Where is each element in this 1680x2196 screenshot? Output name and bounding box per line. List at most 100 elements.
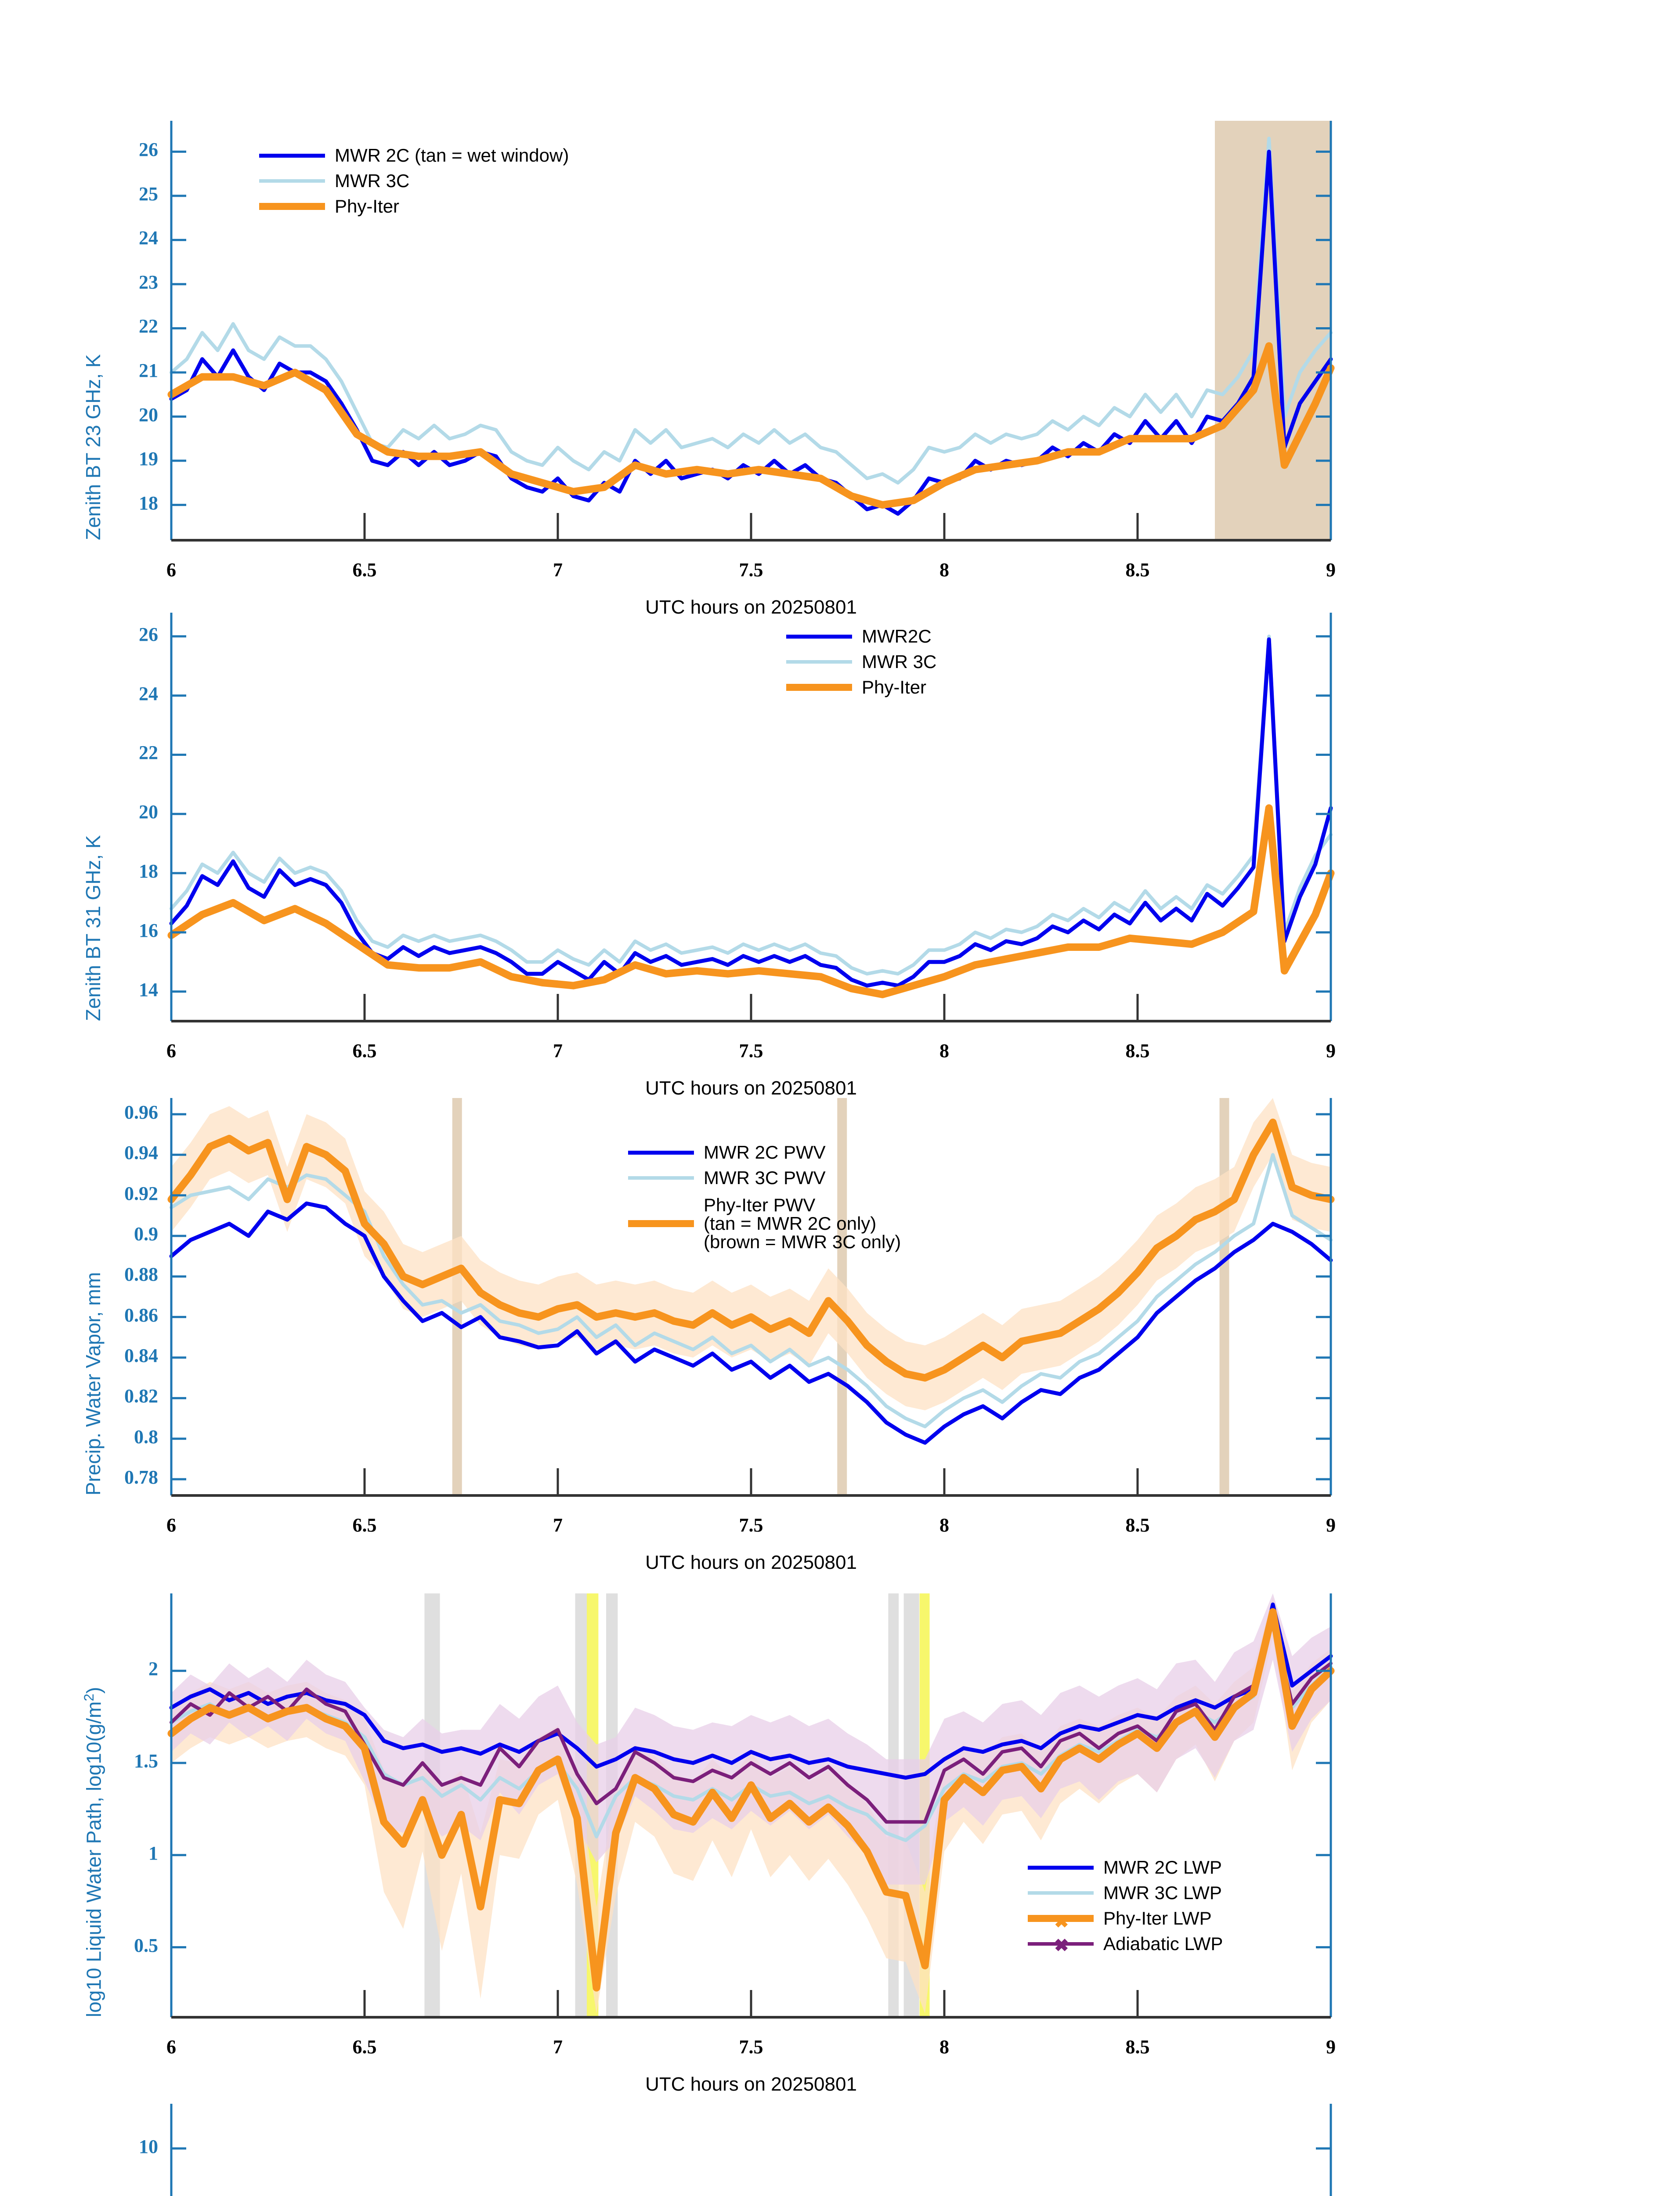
legend-item: MWR 3C (259, 168, 569, 194)
panel-bt31-xaxis-title: UTC hours on 20250801 (645, 1077, 857, 1099)
legend-item: Phy-Iter PWV (tan = MWR 2C only) (brown … (628, 1191, 901, 1257)
panel-lwp-legend: MWR 2C LWP MWR 3C LWP ✖ Phy-Iter LWP ✖ Adiaba… (1028, 1855, 1223, 1957)
legend-color-swatch (259, 153, 325, 158)
panel-bt31-legend: MWR2C MWR 3C Phy-Iter (786, 624, 936, 700)
panel-bt31-xtick-label: 8 (939, 1040, 949, 1062)
legend-item: MWR 2C (tan = wet window) (259, 143, 569, 168)
legend-color-swatch (786, 660, 852, 664)
panel-bt23-xaxis-title: UTC hours on 20250801 (645, 596, 857, 618)
panel-pwv-xtick-label: 7 (553, 1514, 563, 1536)
panel-pwv-legend: MWR 2C PWV MWR 3C PWV Phy-Iter PWV (tan = … (628, 1140, 901, 1257)
legend-label: Phy-Iter PWV (tan = MWR 2C only) (brown … (704, 1195, 901, 1252)
legend-label: MWR 3C (335, 170, 410, 191)
legend-label: Phy-Iter LWP (1103, 1908, 1212, 1929)
legend-x-marker-icon: ✖ (1054, 1912, 1069, 1932)
panel-bt31-ytick-label: 26 (139, 623, 158, 645)
panel-dqflag-ytick-label: 10 (139, 2135, 158, 2157)
panel-bt31-ytick-label: 16 (139, 919, 158, 941)
legend-label: MWR 3C PWV (704, 1167, 826, 1188)
panel-pwv-ytick-label: 0.8 (134, 1426, 158, 1448)
legend-item: Phy-Iter (259, 194, 569, 219)
panel-bt31-xtick-label: 8.5 (1125, 1040, 1150, 1062)
panel-bt23-ytick-label: 24 (139, 227, 158, 249)
panel-lwp-xtick-label: 7 (553, 2036, 563, 2058)
panel-bt23-xtick-label: 9 (1326, 559, 1336, 581)
panel-bt31-xtick-label: 7.5 (739, 1040, 763, 1062)
panel-pwv-xtick-label: 6.5 (352, 1514, 377, 1536)
legend-label: MWR 2C (tan = wet window) (335, 145, 569, 166)
legend-item: MWR 2C PWV (628, 1140, 901, 1165)
panel-lwp-xtick-label: 7.5 (739, 2036, 763, 2058)
panel-lwp-ytick-label: 2 (148, 1658, 158, 1680)
panel-bt23-ytick-label: 25 (139, 183, 158, 205)
legend-color-swatch (786, 634, 852, 639)
legend-item: ✖ Adiabatic LWP (1028, 1931, 1223, 1957)
panel-pwv-ytick-label: 0.82 (124, 1385, 158, 1407)
panel-lwp-xtick-label: 6.5 (352, 2036, 377, 2058)
legend-label: Phy-Iter (862, 677, 927, 697)
panel-bt31-yaxis-title: Zenith BT 31 GHz, K (82, 835, 105, 1021)
panel-pwv-xtick-label: 7.5 (739, 1514, 763, 1536)
legend-color-swatch (259, 203, 325, 210)
panel-bt31-ytick-label: 22 (139, 742, 158, 764)
panel-bt23-ytick-label: 18 (139, 492, 158, 514)
panel-pwv-ytick-label: 0.88 (124, 1264, 158, 1286)
legend-label: MWR 2C LWP (1103, 1857, 1222, 1878)
legend-color-swatch (259, 179, 325, 183)
panel-pwv-ytick-label: 0.84 (124, 1345, 158, 1367)
panel-bt31-ytick-label: 24 (139, 683, 158, 704)
panel-bt23-ytick-label: 23 (139, 271, 158, 293)
panel-lwp-xtick-label: 6 (166, 2036, 176, 2058)
legend-item: Phy-Iter (786, 675, 936, 700)
panel-bt31-ytick-label: 18 (139, 860, 158, 882)
panel-bt31-xtick-label: 7 (553, 1040, 563, 1062)
legend-label: MWR 3C LWP (1103, 1882, 1222, 1903)
legend-x-marker-icon: ✖ (1054, 1936, 1069, 1955)
panel-bt31-ytick-label: 20 (139, 801, 158, 823)
panel-bt23-ytick-label: 19 (139, 448, 158, 470)
panel-lwp-ytick-label: 1 (148, 1842, 158, 1864)
panel-pwv-ytick-label: 0.96 (124, 1101, 158, 1123)
legend-item: MWR2C (786, 624, 936, 649)
panel-bt23-ytick-label: 26 (139, 139, 158, 161)
panel-pwv-ytick-label: 0.78 (124, 1466, 158, 1488)
panel-bt23-xtick-label: 6.5 (352, 559, 377, 581)
legend-color-swatch: ✖ (1028, 1913, 1094, 1931)
panel-bt23-ytick-label: 21 (139, 360, 158, 381)
panel-bt23-xtick-label: 7.5 (739, 559, 763, 581)
panel-lwp-xaxis-title: UTC hours on 20250801 (645, 2073, 857, 2095)
legend-color-swatch (628, 1150, 694, 1155)
panel-lwp-yaxis-title: log10 Liquid Water Path, log10(g/m2) (81, 1687, 105, 2017)
panel-bt23-ytick-label: 20 (139, 404, 158, 426)
legend-item: MWR 3C (786, 649, 936, 675)
panel-pwv-xtick-label: 8.5 (1125, 1514, 1150, 1536)
panel-bt31-ytick-label: 14 (139, 979, 158, 1000)
panel-bt23-xtick-label: 6 (166, 559, 176, 581)
legend-color-swatch (628, 1220, 694, 1227)
panel-lwp-xtick-label: 9 (1326, 2036, 1336, 2058)
panel-bt31-xtick-label: 9 (1326, 1040, 1336, 1062)
panel-lwp-xtick-label: 8 (939, 2036, 949, 2058)
panel-lwp-ytick-label: 0.5 (134, 1934, 158, 1956)
panel-bt31-xtick-label: 6 (166, 1040, 176, 1062)
legend-color-swatch (628, 1176, 694, 1180)
legend-color-swatch (786, 684, 852, 691)
panel-pwv-ytick-label: 0.9 (134, 1223, 158, 1245)
legend-item: ✖ Phy-Iter LWP (1028, 1906, 1223, 1931)
panel-pwv-xtick-label: 9 (1326, 1514, 1336, 1536)
legend-label: MWR2C (862, 626, 932, 647)
legend-item: MWR 3C LWP (1028, 1880, 1223, 1906)
panel-pwv-ytick-label: 0.86 (124, 1304, 158, 1326)
legend-label: MWR 2C PWV (704, 1142, 826, 1163)
panel-bt23-legend: MWR 2C (tan = wet window) MWR 3C Phy-Iter (259, 143, 569, 219)
legend-color-swatch (1028, 1865, 1094, 1870)
panel-bt23-xtick-label: 7 (553, 559, 563, 581)
legend-item: MWR 3C PWV (628, 1165, 901, 1191)
legend-color-swatch: ✖ (1028, 1937, 1094, 1954)
panel-pwv-xtick-label: 8 (939, 1514, 949, 1536)
